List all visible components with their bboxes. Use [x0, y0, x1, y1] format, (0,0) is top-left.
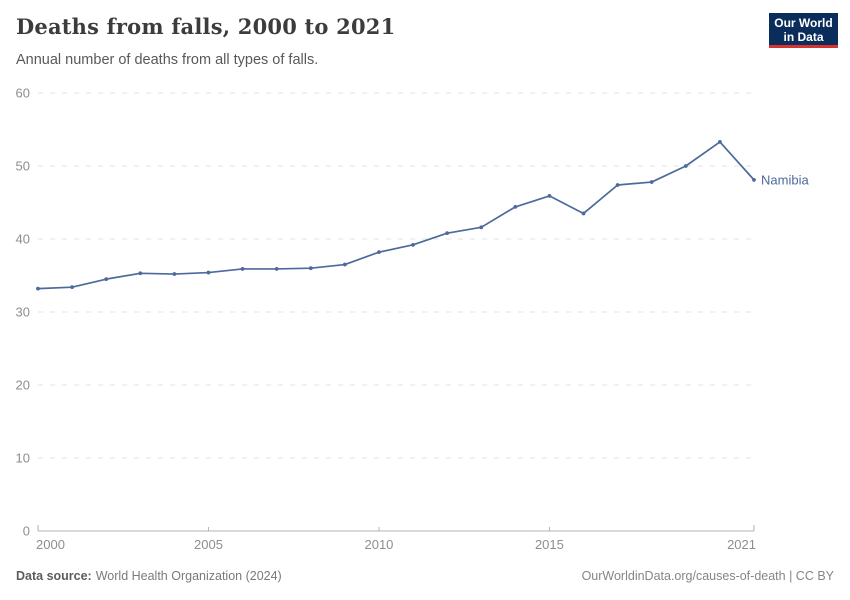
owid-logo[interactable]: Our World in Data	[769, 13, 838, 48]
data-point[interactable]	[683, 164, 688, 168]
x-axis: 2000 2005 2010 2015 2021	[36, 525, 756, 552]
y-tick-label: 60	[16, 86, 30, 101]
data-point[interactable]	[615, 183, 620, 187]
credit-link[interactable]: OurWorldinData.org/causes-of-death | CC …	[581, 569, 834, 583]
y-tick-label: 20	[16, 378, 30, 393]
data-point[interactable]	[36, 286, 40, 291]
data-point[interactable]	[445, 231, 450, 236]
data-point[interactable]	[342, 262, 347, 267]
data-source-text: World Health Organization (2024)	[95, 569, 282, 583]
data-source-label: Data source:	[16, 569, 92, 583]
data-point[interactable]	[172, 272, 177, 276]
data-point[interactable]	[411, 242, 415, 247]
x-tick-label: 2005	[194, 537, 223, 552]
entity-label[interactable]: Namibia	[761, 172, 809, 187]
x-tick-label: 2010	[364, 537, 393, 552]
data-point[interactable]	[547, 194, 552, 198]
owid-logo-line2: in Data	[783, 30, 824, 44]
series-line[interactable]	[37, 141, 755, 290]
x-tick-label: 2021	[727, 537, 756, 552]
data-point[interactable]	[581, 211, 586, 216]
data-point[interactable]	[718, 140, 722, 144]
data-point[interactable]	[479, 225, 484, 230]
data-point[interactable]	[752, 177, 756, 182]
x-tick-label: 2015	[535, 537, 564, 552]
page-title: Deaths from falls, 2000 to 2021	[16, 14, 396, 39]
data-point[interactable]	[308, 266, 313, 271]
owid-logo-line1: Our World	[774, 16, 833, 30]
y-tick-label: 0	[23, 524, 30, 539]
page-subtitle: Annual number of deaths from all types o…	[16, 52, 319, 68]
y-tick-label: 40	[16, 232, 30, 247]
x-tick-label: 2000	[36, 537, 65, 552]
series-namibia[interactable]: Namibia	[36, 140, 809, 291]
y-tick-label: 10	[16, 451, 30, 466]
data-point[interactable]	[70, 285, 74, 290]
data-point[interactable]	[240, 267, 245, 271]
data-point[interactable]	[377, 250, 381, 255]
data-point[interactable]	[274, 267, 279, 271]
data-point[interactable]	[206, 270, 211, 275]
gridlines: 0 10 20 30 40 50 60	[16, 86, 754, 539]
y-tick-label: 30	[16, 305, 30, 320]
data-source: Data source: World Health Organization (2…	[16, 569, 282, 583]
y-tick-label: 50	[16, 159, 30, 174]
data-point[interactable]	[104, 277, 109, 282]
data-point[interactable]	[138, 271, 143, 276]
data-point[interactable]	[649, 180, 654, 184]
data-point[interactable]	[513, 204, 518, 209]
